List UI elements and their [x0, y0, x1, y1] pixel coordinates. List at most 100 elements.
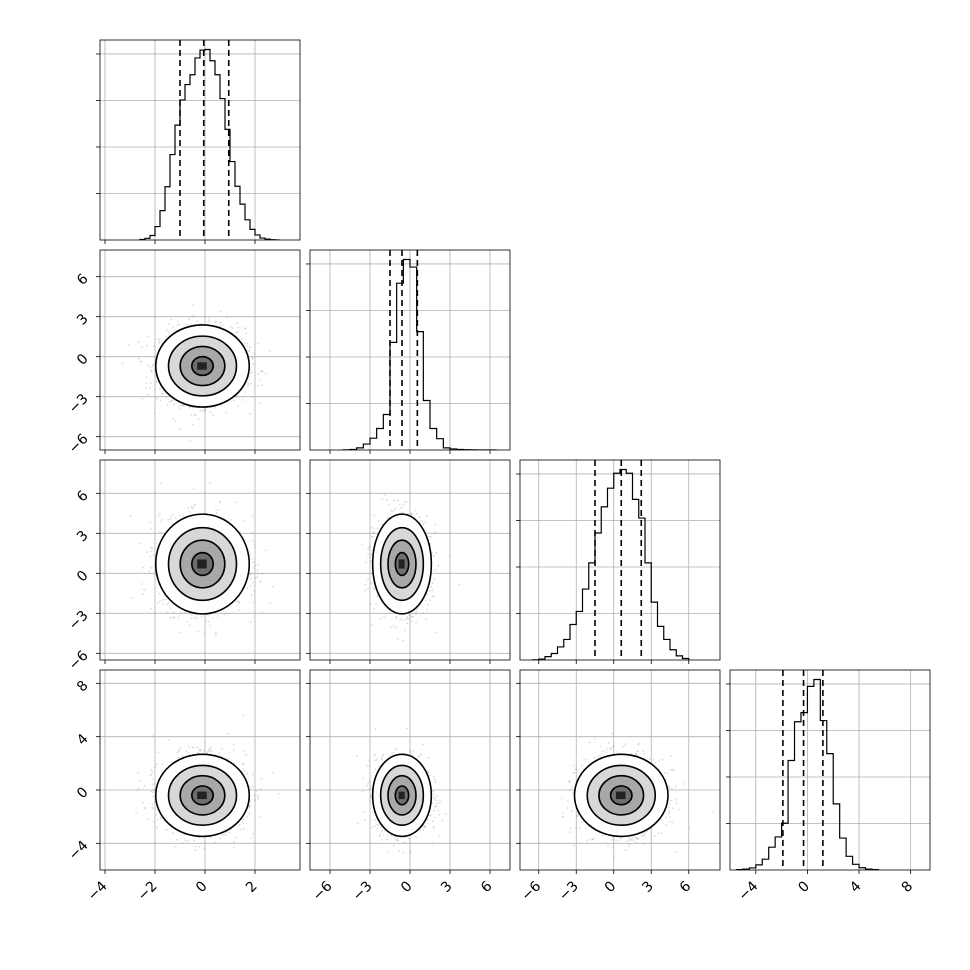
panel-frame [519, 459, 721, 661]
scatter-point [373, 608, 375, 610]
scatter-point [406, 617, 409, 620]
scatter-point [207, 620, 210, 623]
scatter-point [250, 594, 253, 597]
scatter-point [251, 356, 254, 359]
scatter-point [191, 423, 194, 426]
scatter-point [164, 598, 167, 600]
scatter-point [376, 527, 379, 530]
scatter-point [177, 616, 180, 619]
scatter-point [183, 323, 186, 325]
scatter-point [249, 554, 252, 556]
scatter-point [159, 482, 162, 485]
scatter-point [208, 317, 210, 319]
scatter-point [435, 551, 438, 554]
scatter-point [367, 553, 369, 556]
scatter-point [159, 600, 161, 603]
scatter-point [401, 618, 404, 621]
scatter-point [150, 370, 153, 373]
scatter-point [190, 505, 193, 508]
scatter-point [166, 603, 168, 606]
scatter-point [427, 603, 429, 606]
scatter-point [153, 412, 156, 415]
scatter-point [189, 440, 192, 442]
scatter-point [256, 576, 259, 579]
scatter-point [395, 617, 398, 620]
scatter-point [170, 399, 173, 402]
scatter-point [209, 411, 212, 414]
scatter-point [434, 531, 436, 534]
scatter-point [215, 631, 217, 634]
scatter-point [415, 512, 418, 515]
scatter-point [406, 622, 409, 625]
scatter-point [188, 318, 191, 321]
x-tick-label: 8 [899, 878, 917, 896]
scatter-point [158, 593, 161, 595]
scatter-point [148, 570, 151, 572]
scatter-point [264, 549, 267, 552]
scatter-point [251, 515, 254, 518]
scatter-point [174, 517, 177, 519]
scatter-point [188, 511, 191, 513]
scatter-point [212, 414, 215, 416]
scatter-point [158, 339, 161, 342]
scatter-point [254, 576, 257, 579]
scatter-point [395, 615, 398, 618]
scatter-point [170, 318, 172, 321]
scatter-point [425, 515, 428, 518]
scatter-point [150, 607, 153, 610]
scatter-point [252, 352, 255, 355]
scatter-point [159, 531, 162, 534]
scatter-point [220, 321, 223, 324]
scatter-point [246, 587, 249, 590]
scatter-point [371, 526, 373, 529]
scatter-point [394, 507, 397, 509]
scatter-point [212, 616, 214, 619]
scatter-point [159, 520, 162, 523]
scatter-point [413, 612, 416, 615]
scatter-point [154, 389, 156, 391]
scatter-point [381, 498, 384, 501]
scatter-point [431, 581, 434, 584]
scatter-point [398, 503, 401, 506]
scatter-point [143, 588, 146, 591]
scatter-point [190, 613, 193, 616]
scatter-point [150, 528, 152, 530]
scatter-point [261, 612, 264, 614]
scatter-point [152, 345, 155, 347]
scatter-point [249, 372, 252, 375]
scatter-point [383, 616, 386, 618]
panel-plot-area [100, 250, 300, 450]
scatter-point [190, 506, 193, 509]
y-tick-label: 0 [74, 568, 92, 586]
scatter-point [219, 500, 221, 503]
scatter-point [252, 581, 254, 584]
scatter-point [142, 593, 145, 596]
scatter-point [396, 638, 399, 641]
contour-line [191, 355, 214, 377]
scatter-point [405, 618, 407, 621]
panel-plot-area [730, 670, 930, 870]
scatter-point [149, 366, 151, 369]
scatter-point [247, 384, 250, 387]
scatter-point [165, 612, 168, 615]
scatter-point [253, 590, 256, 592]
scatter-point [151, 365, 154, 368]
scatter-point [194, 615, 197, 618]
scatter-point [409, 613, 412, 616]
panel-plot-area [100, 40, 300, 240]
scatter-point [244, 327, 247, 329]
scatter-point [149, 382, 152, 385]
scatter-point [151, 546, 153, 549]
scatter-point [162, 603, 165, 606]
scatter-point [181, 404, 184, 407]
scatter-point [127, 343, 130, 346]
scatter-point [146, 551, 148, 553]
density-peak [197, 362, 207, 370]
scatter-point [218, 509, 220, 512]
scatter-point [256, 572, 259, 575]
scatter-point [199, 409, 202, 412]
scatter-point [141, 397, 144, 400]
scatter-point [182, 515, 185, 517]
scatter-point [172, 417, 175, 420]
scatter-point [215, 509, 218, 511]
